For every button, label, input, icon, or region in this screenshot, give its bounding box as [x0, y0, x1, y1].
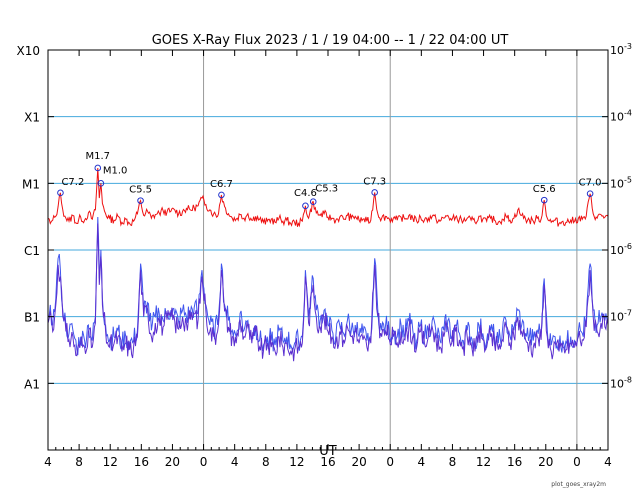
x-tick-label: 12	[476, 455, 491, 469]
x-tick-label: 16	[507, 455, 522, 469]
series-line-short-secondary	[47, 216, 609, 356]
class-label-b1: B1	[24, 311, 40, 325]
exponent-base: 10	[610, 177, 624, 190]
flare-marker	[94, 164, 102, 172]
x-tick-label: 8	[449, 455, 457, 469]
class-label-a1: A1	[24, 377, 40, 391]
flare-label: C7.3	[363, 176, 386, 187]
x-tick-label: 4	[44, 455, 52, 469]
class-label-x1: X1	[24, 111, 40, 125]
exponent-label: 10-8	[610, 375, 632, 390]
x-tick-label: 8	[75, 455, 83, 469]
x-tick-label: 16	[320, 455, 335, 469]
flare-marker	[57, 189, 64, 197]
exponent-power: -5	[624, 175, 632, 184]
exponent-label: 10-4	[610, 109, 632, 124]
exponent-power: -7	[624, 309, 632, 318]
x-tick-label: 0	[386, 455, 394, 469]
exponent-base: 10	[610, 111, 624, 124]
flare-label: M1.0	[103, 165, 128, 176]
flare-label: C5.5	[129, 185, 152, 196]
series-line-short	[47, 223, 609, 362]
x-tick-label: 4	[231, 455, 239, 469]
flare-marker	[371, 189, 378, 196]
x-axis-label: UT	[319, 444, 337, 459]
class-label-x10: X10	[17, 44, 41, 58]
x-tick-label: 12	[289, 455, 304, 469]
exponent-label: 10-5	[610, 175, 632, 190]
flare-label: C7.0	[579, 178, 602, 189]
grid-layer	[48, 50, 608, 450]
flare-marker	[218, 191, 225, 199]
exponent-power: -3	[624, 42, 632, 51]
exponent-base: 10	[610, 44, 624, 57]
x-tick-label: 20	[165, 455, 180, 469]
series-layer	[47, 167, 609, 362]
flare-label: C4.6	[294, 188, 317, 199]
flare-marker	[302, 202, 309, 210]
flare-label: C5.6	[533, 184, 556, 195]
x-tick-label: 16	[134, 455, 149, 469]
exponent-base: 10	[610, 244, 624, 257]
exponent-label: 10-7	[610, 309, 632, 324]
exponent-label: 10-3	[610, 42, 632, 57]
flare-marker	[309, 198, 317, 206]
class-label-m1: M1	[22, 177, 40, 191]
x-tick-label: 20	[538, 455, 553, 469]
class-label-c1: C1	[24, 244, 40, 258]
exponent-base: 10	[610, 377, 624, 390]
x-tick-label: 0	[573, 455, 581, 469]
x-tick-label: 12	[103, 455, 118, 469]
x-tick-label: 8	[262, 455, 270, 469]
exponent-power: -6	[624, 242, 632, 251]
exponent-power: -8	[624, 375, 632, 384]
series-line-long	[47, 167, 609, 228]
x-tick-label: 0	[200, 455, 208, 469]
exponent-base: 10	[610, 311, 624, 324]
flare-marker	[586, 190, 594, 197]
x-tick-label: 4	[418, 455, 426, 469]
flare-marker	[97, 180, 105, 187]
flare-marker	[137, 197, 144, 204]
exponent-power: -4	[624, 109, 632, 118]
flare-label: C7.2	[61, 177, 84, 188]
flare-marker	[540, 196, 548, 204]
x-tick-label: 20	[351, 455, 366, 469]
exponent-label: 10-6	[610, 242, 632, 257]
flare-layer: C7.2 M1.7 M1.0C5.5 C6.7 C4.6C5.3 C7.3 C5.6 C7.0	[57, 151, 602, 210]
flare-label: C5.3	[315, 184, 338, 195]
credit-label: plot_goes_xray2m	[551, 481, 606, 488]
flare-label: C6.7	[210, 179, 233, 190]
flare-label: M1.7	[86, 151, 111, 162]
chart-title: GOES X-Ray Flux 2023 / 1 / 19 04:00 -- 1…	[152, 33, 509, 48]
x-tick-label: 4	[604, 455, 612, 469]
